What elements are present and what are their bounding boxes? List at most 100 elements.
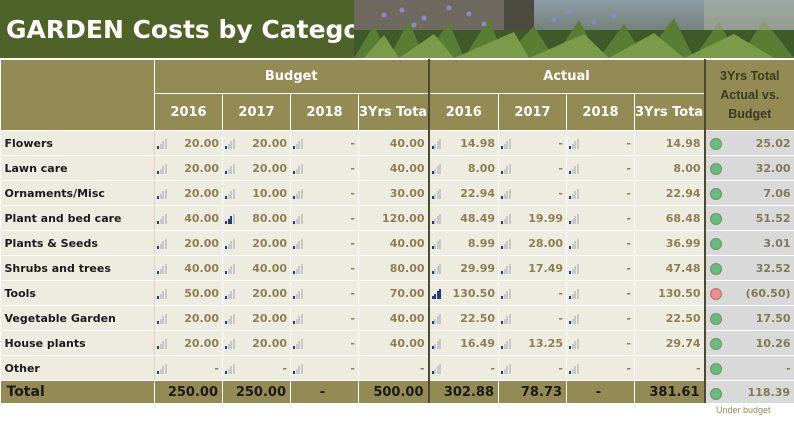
cell-value: 14.98: [460, 137, 495, 150]
signal-bars-icon: [225, 139, 235, 149]
signal-bars-icon: [501, 139, 511, 149]
signal-bars-icon: [157, 264, 167, 274]
cell-a2018: -: [567, 331, 635, 356]
cell-b2018: -: [291, 181, 359, 206]
total-actual-2017: 78.73: [499, 381, 567, 404]
cell-value: 20.00: [184, 187, 219, 200]
cell-btot: 80.00: [359, 256, 429, 281]
cell-value: 70.00: [390, 287, 425, 300]
table-row: Shrubs and trees 40.00 40.00 - 80.00 29.99 17.…: [1, 256, 794, 281]
cell-b2017: 20.00: [223, 306, 291, 331]
signal-bars-icon: [501, 289, 511, 299]
signal-bars-icon: [157, 314, 167, 324]
status-dot-icon: [710, 338, 722, 350]
cell-b2016: 20.00: [155, 156, 223, 181]
status-dot-icon: [710, 213, 722, 225]
cell-btot: 40.00: [359, 231, 429, 256]
title-block: GARDEN Costs by Category: [0, 0, 354, 58]
total-variance: 118.39: [705, 381, 794, 404]
cell-value: 40.00: [390, 237, 425, 250]
signal-bars-icon: [293, 289, 303, 299]
cell-value: 30.00: [390, 187, 425, 200]
variance-cell: (60.50): [705, 281, 794, 306]
actual-2016-header: 2016: [429, 94, 499, 131]
signal-bars-icon: [157, 189, 167, 199]
under-budget-note: Under budget: [716, 405, 771, 415]
signal-bars-icon: [432, 264, 442, 274]
cell-value: -: [350, 262, 355, 275]
status-dot-icon: [710, 188, 722, 200]
cell-value: -: [626, 312, 631, 325]
cell-a2018: -: [567, 131, 635, 156]
cell-atot: 36.99: [635, 231, 705, 256]
cell-btot: -: [359, 356, 429, 381]
cell-b2018: -: [291, 156, 359, 181]
category-label: Plant and bed care: [1, 206, 155, 231]
table-row: Plant and bed care 40.00 80.00 - 120.00 48.49…: [1, 206, 794, 231]
cell-value: -: [350, 337, 355, 350]
variance-cell: 10.26: [705, 331, 794, 356]
signal-bars-icon: [569, 164, 579, 174]
cell-b2016: 20.00: [155, 181, 223, 206]
variance-cell: 3.01: [705, 231, 794, 256]
budget-total-header: 3Yrs Total: [359, 94, 429, 131]
signal-bars-icon: [225, 289, 235, 299]
table-row: Vegetable Garden 20.00 20.00 - 40.00 22.50 - - 2…: [1, 306, 794, 331]
cell-value: 120.00: [382, 212, 424, 225]
cell-value: -: [282, 362, 287, 375]
signal-bars-icon: [225, 189, 235, 199]
total-row: Total 250.00 250.00 - 500.00 302.88 78.7…: [1, 381, 794, 404]
cell-value: -: [626, 187, 631, 200]
status-dot-icon: [710, 138, 722, 150]
signal-bars-icon: [225, 239, 235, 249]
cell-value: -: [558, 162, 563, 175]
signal-bars-icon: [432, 364, 442, 374]
signal-bars-icon: [501, 214, 511, 224]
cell-a2017: -: [499, 181, 567, 206]
compare-header-label: 3Yrs Total Actual vs. Budget: [720, 69, 780, 121]
category-label: Plants & Seeds: [1, 231, 155, 256]
cell-b2018: -: [291, 281, 359, 306]
cell-value: 29.99: [460, 262, 495, 275]
category-label: House plants: [1, 331, 155, 356]
cell-value: -: [420, 362, 425, 375]
table-row: Other - - - - - - - - -: [1, 356, 794, 381]
cell-value: -: [214, 362, 219, 375]
cell-value: -: [350, 312, 355, 325]
cell-atot: 47.48: [635, 256, 705, 281]
signal-bars-icon: [293, 189, 303, 199]
cell-a2016: 8.00: [429, 156, 499, 181]
cell-value: 22.94: [460, 187, 495, 200]
cell-value: 20.00: [252, 162, 287, 175]
cell-value: -: [626, 212, 631, 225]
signal-bars-icon: [225, 164, 235, 174]
signal-bars-icon: [157, 239, 167, 249]
signal-bars-icon: [293, 164, 303, 174]
cell-b2017: -: [223, 356, 291, 381]
status-dot-icon: [710, 363, 722, 375]
variance-value: 7.06: [763, 187, 790, 200]
cell-value: 130.50: [453, 287, 495, 300]
cell-a2018: -: [567, 256, 635, 281]
cell-b2016: 40.00: [155, 256, 223, 281]
budget-group-header: Budget: [155, 60, 429, 94]
cell-value: 47.48: [666, 262, 701, 275]
cell-b2017: 20.00: [223, 156, 291, 181]
cell-value: 40.00: [390, 312, 425, 325]
total-budget-2016: 250.00: [155, 381, 223, 404]
cell-btot: 40.00: [359, 331, 429, 356]
cell-b2018: -: [291, 331, 359, 356]
status-dot-icon: [710, 163, 722, 175]
total-budget-2018: -: [291, 381, 359, 404]
cell-a2018: -: [567, 156, 635, 181]
cell-b2017: 20.00: [223, 131, 291, 156]
cell-b2017: 20.00: [223, 331, 291, 356]
table-row: Tools 50.00 20.00 - 70.00 130.50 - - 130.50 (60.5…: [1, 281, 794, 306]
cell-b2018: -: [291, 256, 359, 281]
cell-value: 10.00: [252, 187, 287, 200]
status-dot-icon: [710, 313, 722, 325]
signal-bars-icon: [569, 339, 579, 349]
signal-bars-icon: [293, 239, 303, 249]
cell-value: 19.99: [528, 212, 563, 225]
signal-bars-icon: [501, 239, 511, 249]
